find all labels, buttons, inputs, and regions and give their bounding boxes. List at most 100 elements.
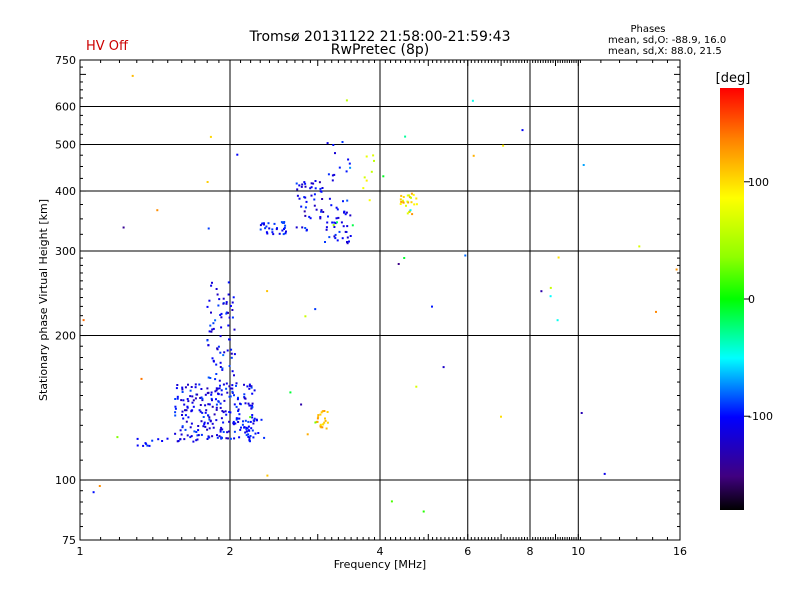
axis-ticks (79, 59, 680, 541)
data-point (190, 409, 193, 412)
data-point (199, 410, 202, 413)
data-point (301, 183, 304, 186)
data-point (346, 236, 349, 239)
data-point (401, 199, 404, 202)
data-point (217, 400, 220, 403)
data-point (200, 396, 203, 399)
data-point (241, 423, 244, 426)
data-point (252, 422, 255, 425)
data-point (184, 386, 187, 389)
data-point (323, 410, 326, 412)
data-point (283, 226, 286, 229)
data-point (201, 411, 204, 414)
data-point (405, 204, 407, 207)
data-point (225, 312, 228, 315)
data-point (521, 129, 524, 132)
data-point (243, 393, 246, 396)
data-point (324, 241, 326, 243)
y-tick-label: 300 (55, 245, 76, 258)
data-point (231, 387, 234, 390)
data-point (224, 410, 227, 413)
data-point (196, 393, 199, 396)
data-point (82, 319, 85, 322)
data-point (206, 438, 209, 440)
data-point (210, 284, 213, 287)
data-point (243, 396, 246, 398)
data-point (214, 378, 217, 381)
chart-title-line1: Tromsø 20131122 21:58:00-21:59:43 (249, 29, 511, 45)
data-point (228, 420, 231, 423)
data-point (199, 397, 202, 399)
data-point (219, 351, 222, 354)
data-point (181, 414, 183, 416)
data-point (502, 144, 505, 147)
data-point (422, 510, 425, 513)
data-point (174, 398, 177, 400)
data-point (211, 281, 213, 284)
data-point (201, 399, 204, 402)
data-point (296, 194, 299, 197)
data-point (410, 192, 413, 195)
data-point (251, 414, 254, 416)
data-point (219, 314, 222, 316)
data-point (252, 436, 255, 439)
data-point (207, 376, 210, 379)
data-point (281, 229, 284, 232)
data-point (322, 423, 325, 426)
data-point (250, 427, 253, 430)
data-point (272, 233, 275, 236)
data-point (227, 430, 230, 433)
data-point (295, 182, 298, 185)
data-point (266, 474, 269, 477)
data-point (317, 414, 320, 417)
x-tick-label: 1 (77, 545, 84, 558)
data-point (210, 397, 213, 400)
data-point (237, 421, 240, 423)
data-point (229, 411, 232, 414)
data-point (314, 187, 317, 190)
data-point (342, 200, 344, 203)
data-point (257, 432, 260, 434)
data-point (140, 377, 143, 380)
x-tick-label: 16 (673, 545, 687, 558)
data-point (210, 330, 213, 333)
data-point (235, 382, 238, 385)
colorbar (720, 88, 744, 510)
data-point (179, 438, 182, 441)
data-point (338, 166, 341, 169)
data-point (295, 226, 298, 229)
data-point (222, 297, 225, 300)
data-point (580, 412, 583, 414)
data-point (186, 398, 189, 400)
data-point (321, 198, 324, 200)
data-point (181, 410, 184, 413)
data-point (175, 387, 178, 390)
data-point (343, 210, 346, 213)
data-point (402, 201, 405, 204)
data-point (230, 352, 233, 355)
data-point (226, 349, 229, 352)
data-point (166, 437, 169, 440)
data-point (215, 389, 218, 392)
data-point (250, 385, 253, 388)
colorbar-tick-label: 0 (748, 293, 755, 306)
data-point (310, 194, 313, 197)
data-point (282, 233, 285, 236)
data-point (181, 391, 184, 393)
data-point (319, 423, 322, 426)
data-point (415, 203, 418, 206)
data-point (247, 402, 250, 405)
data-point (248, 384, 251, 387)
phases-heading: Phases (630, 24, 665, 35)
data-point (263, 222, 265, 225)
data-point (231, 309, 234, 311)
data-point (540, 290, 543, 293)
data-point (197, 434, 200, 437)
colorbar-tick-label: -100 (748, 410, 773, 423)
data-point (322, 211, 325, 213)
data-point (296, 188, 299, 191)
data-point (219, 428, 222, 431)
data-point (203, 421, 206, 424)
data-points (82, 74, 678, 513)
